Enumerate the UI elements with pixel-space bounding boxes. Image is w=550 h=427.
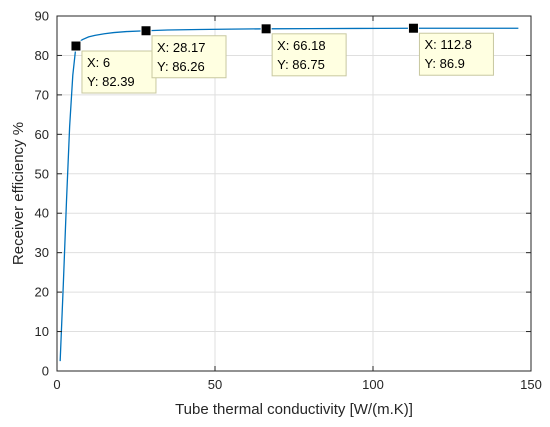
y-tick-label: 80 [35, 48, 49, 63]
series-line [59, 27, 519, 362]
y-tick-label: 50 [35, 166, 49, 181]
y-axis-label: Receiver efficiency % [10, 122, 27, 265]
datatip-x-text: X: 28.17 [157, 40, 205, 55]
datatip-marker [70, 40, 82, 52]
y-tick-label: 30 [35, 245, 49, 260]
datatip-box [151, 35, 227, 79]
series-layer [59, 27, 519, 362]
datatip-box [81, 50, 157, 94]
x-tick-label: 150 [520, 377, 542, 392]
datatip-y-text: Y: 86.26 [157, 59, 205, 74]
datatip: X: 66.18 Y: 86.75 [260, 23, 347, 77]
datatip-marker [407, 22, 419, 34]
y-tick-label: 40 [35, 206, 49, 221]
datatip-box [418, 32, 494, 76]
y-tick-label: 20 [35, 285, 49, 300]
y-tick-label: 60 [35, 127, 49, 142]
axes: 0 50 100 150 0 10 20 30 40 50 60 70 80 90 [35, 9, 542, 393]
datatip-x-text: X: 66.18 [277, 38, 325, 53]
datatip-y-text: Y: 82.39 [87, 74, 135, 89]
y-tick-label: 90 [35, 9, 49, 24]
datatip-marker [140, 25, 152, 37]
x-tick-label: 100 [362, 377, 384, 392]
x-tick-label: 50 [208, 377, 222, 392]
datatip-y-text: Y: 86.75 [277, 57, 325, 72]
plot-box [56, 15, 532, 372]
datatip: X: 6 Y: 82.39 [70, 40, 157, 94]
datatip: X: 28.17 Y: 86.26 [140, 25, 227, 79]
datatip-marker [260, 23, 272, 35]
y-tick-label: 0 [42, 364, 49, 379]
datatip-y-text: Y: 86.9 [424, 56, 464, 71]
x-axis-label: Tube thermal conductivity [W/(m.K)] [175, 401, 413, 418]
x-tick-label: 0 [53, 377, 60, 392]
datatip: X: 112.8 Y: 86.9 [407, 22, 494, 76]
y-tick-label: 10 [35, 324, 49, 339]
datatips: X: 6 Y: 82.39 X: 28.17 Y: 86.26 X: 66.18 Y: 8… [70, 22, 494, 94]
datatip-x-text: X: 112.8 [424, 37, 471, 52]
datatip-x-text: X: 6 [87, 55, 110, 70]
datatip-box [271, 33, 347, 77]
y-tick-label: 70 [35, 87, 49, 102]
